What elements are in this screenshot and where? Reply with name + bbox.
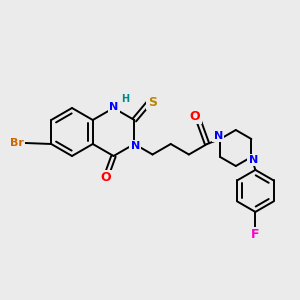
Text: Br: Br xyxy=(10,138,24,148)
Text: N: N xyxy=(214,131,223,141)
Text: O: O xyxy=(190,110,200,122)
Text: O: O xyxy=(100,171,111,184)
Text: N: N xyxy=(131,141,140,151)
Text: F: F xyxy=(251,228,260,242)
Text: N: N xyxy=(109,102,118,112)
Text: S: S xyxy=(148,96,157,109)
Text: H: H xyxy=(122,94,130,104)
Text: N: N xyxy=(249,155,258,165)
